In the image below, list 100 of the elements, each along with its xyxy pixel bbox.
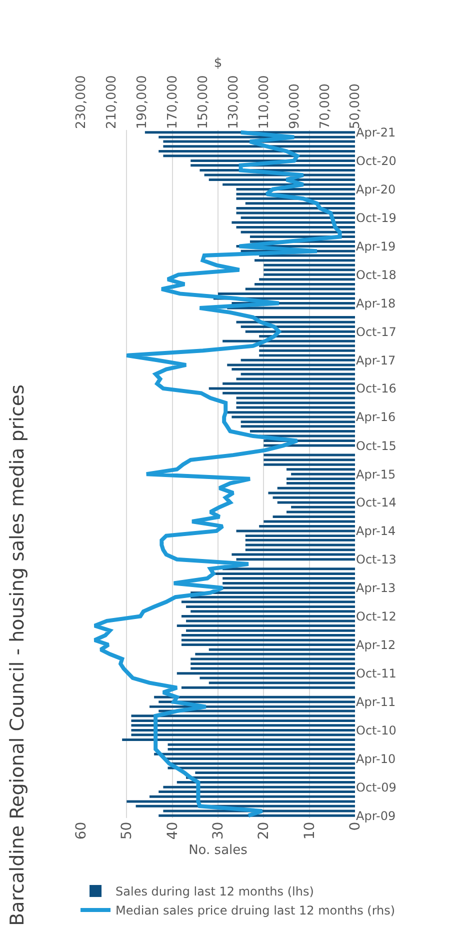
bar <box>240 230 355 234</box>
y-tick-label: Apr-18 <box>356 296 396 310</box>
bar <box>208 178 355 181</box>
y-tick-label: Apr-09 <box>356 808 396 823</box>
bar <box>259 525 355 528</box>
bar <box>181 615 355 618</box>
x2-tick-label: 230,000 <box>74 75 90 129</box>
y-tick-label: Oct-13 <box>356 552 396 567</box>
bar <box>227 364 355 366</box>
bar <box>222 577 355 580</box>
x2-tick-label: 210,000 <box>104 75 120 129</box>
y-tick-label: Oct-14 <box>356 496 396 510</box>
y-tick-label: Apr-14 <box>356 524 396 538</box>
x-tick-label: 30 <box>210 822 227 840</box>
bar <box>286 478 355 480</box>
y-tick-label: Apr-13 <box>356 581 396 596</box>
y-tick-label: Oct-11 <box>356 666 396 681</box>
x2-tick-label: 110,000 <box>256 75 272 129</box>
bar <box>131 719 355 722</box>
bar <box>259 344 355 348</box>
bar <box>195 652 355 656</box>
bar <box>254 259 355 262</box>
x-tick-label: 10 <box>302 822 318 840</box>
bar <box>222 586 355 590</box>
bar <box>222 582 355 584</box>
bar <box>236 530 355 532</box>
bar <box>181 634 355 637</box>
bar <box>154 696 355 698</box>
bar <box>168 766 355 770</box>
y-tick-label: Oct-20 <box>356 154 396 168</box>
bar <box>236 212 355 214</box>
y-tick-label: Apr-10 <box>356 752 396 766</box>
bar <box>218 292 355 295</box>
bar <box>186 629 355 632</box>
bar <box>163 145 355 148</box>
x2-tick-label: 170,000 <box>166 75 181 129</box>
bar <box>259 349 355 352</box>
bar <box>277 501 355 504</box>
bar <box>195 772 355 774</box>
bar <box>232 221 355 224</box>
x-tick-label: 0 <box>348 822 364 831</box>
x2-tick-label: 90,000 <box>287 84 302 129</box>
bar <box>227 306 355 310</box>
bar <box>245 534 355 538</box>
bar <box>227 411 355 414</box>
bar <box>222 568 355 570</box>
bar <box>208 682 355 684</box>
bar <box>222 392 355 394</box>
bar <box>245 330 355 333</box>
bar <box>126 800 355 803</box>
y-tick-label: Oct-09 <box>356 780 396 794</box>
bar <box>236 402 355 404</box>
bar <box>240 420 355 424</box>
y-tick-label: Oct-17 <box>356 324 396 339</box>
bar <box>264 520 355 523</box>
y-tick-label: Oct-15 <box>356 438 396 453</box>
bar <box>245 538 355 542</box>
bar <box>122 738 355 741</box>
bar <box>208 648 355 651</box>
bar <box>264 458 355 462</box>
bar <box>190 658 355 660</box>
y-tick-label: Apr-11 <box>356 695 396 710</box>
y-tick-label: Apr-20 <box>356 182 396 196</box>
bar <box>240 372 355 376</box>
y-tick-label: Oct-16 <box>356 382 396 396</box>
bar <box>264 454 355 456</box>
bar <box>236 320 355 324</box>
bar <box>222 382 355 385</box>
text: Barcaldine Regional Council - housing sales media prices <box>6 384 29 926</box>
bar <box>272 496 355 499</box>
bar <box>150 705 355 708</box>
bar <box>277 486 355 490</box>
bar <box>158 700 355 704</box>
x-tick-label: 60 <box>74 822 90 840</box>
bar <box>208 387 355 390</box>
bar <box>181 644 355 646</box>
bar <box>222 340 355 342</box>
y-tick-label: Apr-15 <box>356 467 396 482</box>
bar <box>186 776 355 779</box>
bar <box>245 548 355 552</box>
y-tick-label: Oct-19 <box>356 210 396 225</box>
bar <box>131 734 355 736</box>
x2-tick-label: 70,000 <box>318 84 333 129</box>
bar <box>245 544 355 546</box>
bar <box>158 814 355 817</box>
bar <box>168 748 355 750</box>
bar <box>236 226 355 229</box>
x2-axis-title: $ <box>214 56 222 72</box>
bar <box>190 596 355 598</box>
y-tick-label: Apr-17 <box>356 353 396 368</box>
x2-tick-label: 130,000 <box>226 75 242 129</box>
y-tick-label: Oct-10 <box>356 723 396 738</box>
bar <box>259 278 355 281</box>
bar <box>131 714 355 718</box>
legend-label: Sales during last 12 months (lhs) <box>116 884 314 899</box>
bar <box>240 326 355 328</box>
bar <box>190 662 355 666</box>
y-tick-label: Apr-12 <box>356 638 396 652</box>
bar <box>254 316 355 318</box>
legend-label: Median sales price druing last 12 months (rhs) <box>116 904 396 918</box>
